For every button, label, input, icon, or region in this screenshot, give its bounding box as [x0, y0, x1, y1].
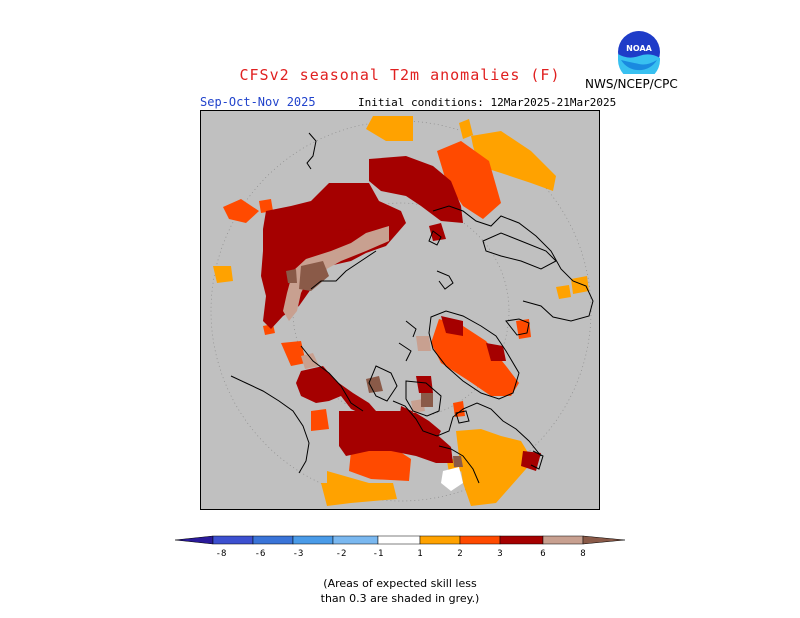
colorbar-bin-5 — [377, 535, 421, 545]
colorbar-tick: 2 — [457, 549, 462, 559]
colorbar-tick: 3 — [497, 549, 502, 559]
colorbar-bin-8 — [499, 535, 544, 545]
map-frame — [200, 110, 600, 510]
noaa-logo: NOAA — [618, 31, 660, 74]
chart-title: CFSv2 seasonal T2m anomalies (F) — [239, 66, 561, 84]
polar-map — [210, 116, 594, 506]
colorbar-tick: 1 — [417, 549, 422, 559]
colorbar-bin-4 — [332, 535, 379, 545]
colorbar-bin-7 — [459, 535, 501, 545]
colorbar-bin-3 — [292, 535, 334, 545]
colorbar-bin-2 — [252, 535, 294, 545]
anomaly-1-2-regions — [213, 116, 589, 506]
anomaly-gt8-regions — [286, 261, 463, 467]
colorbar-tick: -8 — [216, 549, 227, 559]
colorbar-tick: 8 — [580, 549, 585, 559]
season-label: Sep-Oct-Nov 2025 — [200, 95, 316, 109]
logo-text: NOAA — [626, 44, 652, 53]
colorbar-arrow-left — [175, 535, 214, 545]
skill-note: (Areas of expected skill less than 0.3 a… — [300, 576, 500, 606]
colorbar-tick: -1 — [373, 549, 384, 559]
colorbar-tick: 6 — [540, 549, 545, 559]
initial-conditions: Initial conditions: 12Mar2025-21Mar2025 — [358, 96, 617, 109]
anomaly-2-3-regions — [223, 141, 531, 481]
near-normal-regions — [441, 467, 463, 491]
colorbar-tick: -3 — [293, 549, 304, 559]
org-label: NWS/NCEP/CPC — [585, 77, 678, 91]
colorbar: -8 -6 -3 -2 -1 1 2 3 6 8 — [175, 535, 626, 559]
colorbar-arrow-right — [582, 535, 626, 545]
skill-note-line-1: (Areas of expected skill less — [323, 577, 477, 590]
colorbar-tick: -6 — [255, 549, 266, 559]
coastlines — [230, 132, 594, 484]
colorbar-bin-6 — [419, 535, 461, 545]
colorbar-bin-1 — [212, 535, 254, 545]
colorbar-tick: -2 — [336, 549, 347, 559]
skill-note-line-2: than 0.3 are shaded in grey.) — [320, 592, 480, 605]
latitude-circles — [210, 120, 592, 502]
colorbar-bin-9 — [542, 535, 584, 545]
